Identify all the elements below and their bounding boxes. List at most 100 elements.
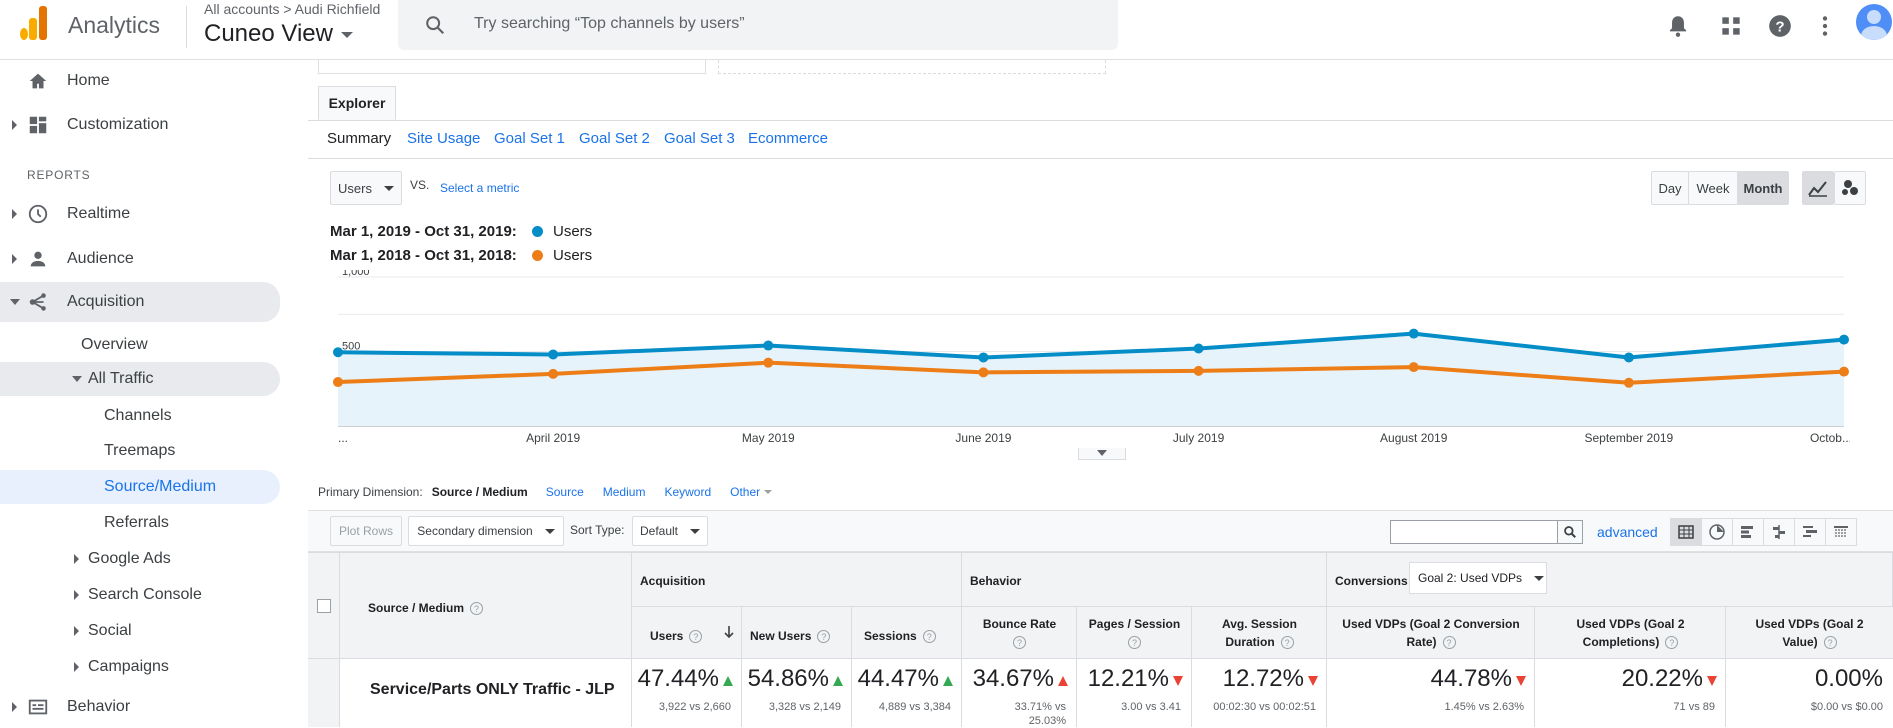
arrow-up-icon	[943, 676, 953, 686]
cell-percent: 44.78%	[1430, 665, 1512, 692]
line-chart-button[interactable]	[1802, 171, 1834, 205]
data-point	[1408, 362, 1419, 373]
view-comparison-button[interactable]	[1763, 518, 1795, 546]
acquisition-icon	[29, 293, 46, 311]
dimension-keyword-link[interactable]: Keyword	[664, 485, 712, 499]
select-metric-link[interactable]: Select a metric	[440, 181, 520, 195]
goal-select[interactable]: Goal 2: Used VDPs	[1409, 562, 1547, 594]
x-tick-label: June 2019	[955, 431, 1011, 445]
column-header-goal-value[interactable]: Used VDPs (Goal 2 Value)?	[1726, 607, 1893, 659]
motion-chart-button[interactable]	[1834, 171, 1866, 205]
help-icon[interactable]: ?	[817, 630, 831, 644]
data-table: Source / Medium? Acquisition Behavior Co…	[308, 552, 1893, 727]
sidebar-item-customization[interactable]: Customization	[0, 108, 280, 142]
select-all-checkbox[interactable]	[317, 599, 331, 613]
cell-percent: 34.67%	[972, 665, 1054, 692]
column-header-bounce-rate[interactable]: Bounce Rate ?	[962, 607, 1077, 659]
subtab-site-usage[interactable]: Site Usage	[407, 130, 481, 147]
view-performance-button[interactable]	[1732, 518, 1764, 546]
month-button[interactable]: Month	[1737, 171, 1789, 205]
help-icon[interactable]: ?	[1767, 13, 1793, 39]
view-pie-button[interactable]	[1701, 518, 1733, 546]
help-icon[interactable]: ?	[1013, 636, 1026, 650]
users-line-chart[interactable]: 1,000 500... April 2019 May 2019 June 2019 Ju…	[330, 270, 1850, 455]
bubble-chart-icon	[1842, 180, 1858, 195]
select-all-cell	[308, 553, 340, 659]
subtab-summary[interactable]: Summary	[327, 130, 392, 147]
analytics-logo-icon[interactable]	[18, 6, 48, 40]
secondary-dimension-select[interactable]: Secondary dimension	[408, 516, 564, 546]
help-icon[interactable]: ?	[1823, 636, 1837, 650]
reports-header: REPORTS	[27, 168, 91, 182]
chart-collapse-handle[interactable]	[1078, 448, 1126, 460]
search-bar[interactable]: Try searching “Top channels by users”	[398, 0, 1118, 50]
apps-grid-icon[interactable]	[1718, 13, 1744, 39]
sidebar-item-referrals[interactable]: Referrals	[0, 506, 280, 540]
sidebar-item-behavior[interactable]: Behavior	[0, 690, 280, 724]
sidebar-item-overview[interactable]: Overview	[0, 328, 280, 362]
column-header-users[interactable]: Users?	[632, 607, 742, 659]
view-pivot-button[interactable]	[1825, 518, 1857, 546]
view-selector[interactable]: Cuneo View	[204, 20, 353, 48]
week-button[interactable]: Week	[1688, 171, 1738, 205]
x-tick-label: May 2019	[742, 431, 795, 445]
help-icon[interactable]: ?	[470, 602, 484, 616]
subtab-ecommerce[interactable]: Ecommerce	[748, 130, 829, 147]
more-vert-icon[interactable]	[1812, 13, 1838, 39]
metric-select[interactable]: Users	[330, 171, 402, 205]
primary-dimension-label: Primary Dimension:	[318, 485, 423, 499]
account-breadcrumb[interactable]: All accounts > Audi Richfield	[204, 1, 381, 17]
subtab-goal-set-1[interactable]: Goal Set 1	[494, 130, 565, 147]
dimension-other-link[interactable]: Other	[730, 485, 761, 499]
bell-icon[interactable]	[1665, 13, 1691, 39]
column-header-source-medium[interactable]: Source / Medium?	[340, 553, 632, 659]
column-header-avg-session-duration[interactable]: Avg. Session Duration?	[1192, 607, 1327, 659]
column-header-new-users[interactable]: New Users?	[742, 607, 852, 659]
advanced-link[interactable]: advanced	[1597, 524, 1658, 540]
help-icon[interactable]: ?	[1442, 636, 1456, 650]
sort-desc-icon[interactable]	[723, 625, 735, 639]
plot-rows-button[interactable]: Plot Rows	[330, 516, 402, 546]
help-icon[interactable]: ?	[1280, 636, 1294, 650]
behavior-icon	[28, 699, 48, 715]
sidebar-item-campaigns[interactable]: Campaigns	[0, 650, 280, 684]
tab-explorer[interactable]: Explorer	[318, 86, 396, 120]
table-search-input[interactable]	[1390, 520, 1558, 544]
day-button[interactable]: Day	[1651, 171, 1689, 205]
help-icon[interactable]: ?	[922, 630, 936, 644]
help-icon[interactable]: ?	[1128, 636, 1141, 650]
column-header-pages-session[interactable]: Pages / Session ?	[1077, 607, 1192, 659]
subtab-goal-set-3[interactable]: Goal Set 3	[664, 130, 735, 147]
help-icon[interactable]: ?	[1665, 636, 1679, 650]
sidebar-item-realtime[interactable]: Realtime	[0, 197, 280, 231]
cell-goal-value: 0.00% $0.00 vs $0.00	[1726, 659, 1893, 727]
cell-completions: 20.22% 71 vs 89	[1535, 659, 1726, 727]
sidebar-item-treemaps[interactable]: Treemaps	[0, 434, 280, 468]
chevron-down-icon	[10, 299, 20, 305]
table-row[interactable]: Service/Parts ONLY Traffic - JLP	[340, 659, 632, 727]
chevron-right-icon	[74, 626, 79, 636]
sidebar-item-home[interactable]: Home	[0, 64, 280, 98]
sidebar-item-channels[interactable]: Channels	[0, 399, 280, 433]
avatar[interactable]	[1856, 4, 1892, 40]
view-term-cloud-button[interactable]	[1794, 518, 1826, 546]
sidebar-item-label: Source/Medium	[104, 478, 217, 495]
help-icon[interactable]: ?	[689, 630, 703, 644]
sidebar-item-audience[interactable]: Audience	[0, 242, 280, 276]
sidebar-item-search-console[interactable]: Search Console	[0, 578, 280, 612]
dimension-source-link[interactable]: Source	[545, 485, 584, 499]
sidebar-item-google-ads[interactable]: Google Ads	[0, 542, 280, 576]
column-header-sessions[interactable]: Sessions?	[852, 607, 962, 659]
table-search-button[interactable]	[1557, 520, 1583, 544]
view-table-button[interactable]	[1670, 518, 1702, 546]
sort-type-select[interactable]: Default	[632, 516, 708, 546]
cell-comparison: $0.00 vs $0.00	[1810, 701, 1883, 713]
column-header-completions[interactable]: Used VDPs (Goal 2 Completions)?	[1535, 607, 1726, 659]
sidebar-item-acquisition[interactable]: Acquisition	[0, 282, 280, 322]
dimension-medium-link[interactable]: Medium	[602, 485, 646, 499]
subtab-goal-set-2[interactable]: Goal Set 2	[579, 130, 650, 147]
sidebar-item-all-traffic[interactable]: All Traffic	[0, 362, 280, 396]
sidebar-item-social[interactable]: Social	[0, 614, 280, 648]
sidebar-item-source-medium[interactable]: Source/Medium	[0, 470, 280, 504]
column-header-conversion-rate[interactable]: Used VDPs (Goal 2 Conversion Rate)?	[1327, 607, 1535, 659]
